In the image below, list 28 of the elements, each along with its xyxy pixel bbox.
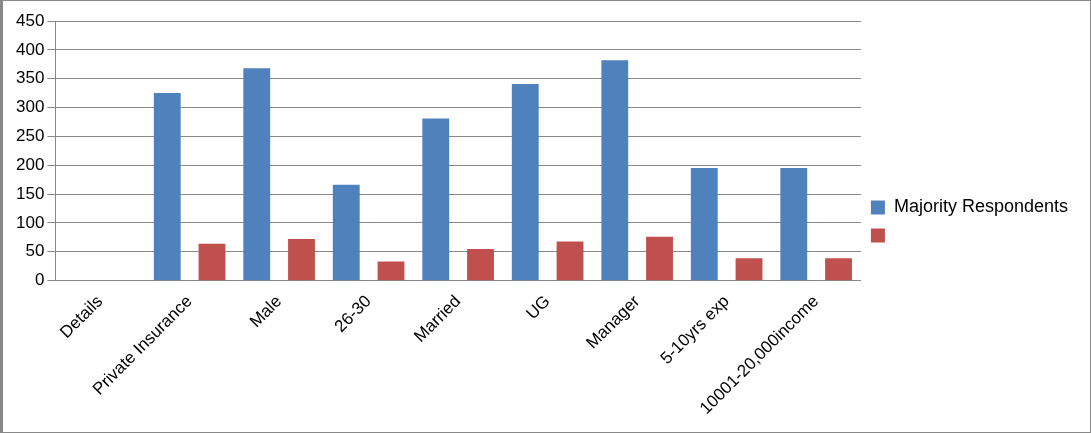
- bar: [198, 243, 226, 281]
- bar: [825, 258, 852, 281]
- bar: [467, 248, 494, 281]
- bar: [556, 241, 584, 281]
- y-tick-label: 300: [15, 97, 45, 117]
- bar: [422, 118, 450, 281]
- bar: [332, 184, 360, 281]
- legend-label: Majority Respondents: [893, 196, 1069, 217]
- bar: [243, 68, 271, 281]
- bar: [511, 83, 539, 281]
- y-tick-label: 100: [15, 212, 45, 232]
- y-tick-label: 150: [15, 183, 45, 203]
- y-tick-label: 0: [34, 270, 45, 290]
- y-tick-label: 200: [15, 154, 45, 174]
- y-tick-label: 450: [15, 10, 45, 30]
- bar: [601, 60, 629, 281]
- bar: [153, 93, 181, 281]
- x-tick-label: UG: [522, 291, 554, 324]
- bar: [780, 168, 808, 281]
- y-tick-label: 50: [25, 241, 45, 261]
- y-tick-label: 400: [15, 39, 45, 59]
- bar: [646, 236, 673, 281]
- y-tick-label: 250: [15, 126, 45, 146]
- y-tick-label: 350: [15, 68, 45, 88]
- bar: [288, 239, 315, 281]
- bar: [377, 261, 405, 281]
- bar: [735, 258, 763, 281]
- bar: [690, 168, 718, 281]
